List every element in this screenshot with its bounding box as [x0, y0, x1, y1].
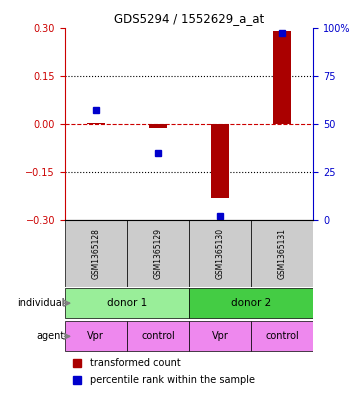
Text: percentile rank within the sample: percentile rank within the sample: [90, 375, 255, 385]
Bar: [65, 321, 127, 351]
Bar: [189, 220, 251, 286]
Title: GDS5294 / 1552629_a_at: GDS5294 / 1552629_a_at: [114, 12, 264, 25]
Bar: [86, 123, 105, 124]
Text: GSM1365131: GSM1365131: [278, 228, 287, 279]
Text: Vpr: Vpr: [212, 331, 229, 342]
Bar: [211, 124, 229, 198]
Bar: [189, 321, 251, 351]
Text: GSM1365128: GSM1365128: [91, 228, 100, 279]
Text: transformed count: transformed count: [90, 358, 180, 368]
Text: agent: agent: [37, 331, 65, 342]
Text: control: control: [265, 331, 299, 342]
Bar: [65, 220, 127, 286]
Text: donor 2: donor 2: [231, 298, 271, 308]
Text: Vpr: Vpr: [87, 331, 104, 342]
Bar: [127, 220, 189, 286]
Bar: [189, 288, 313, 318]
Text: GSM1365129: GSM1365129: [153, 228, 162, 279]
Bar: [127, 321, 189, 351]
Bar: [251, 321, 313, 351]
Bar: [149, 124, 167, 128]
Text: donor 1: donor 1: [107, 298, 147, 308]
Text: individual: individual: [17, 298, 65, 308]
Bar: [65, 288, 189, 318]
Text: GSM1365130: GSM1365130: [216, 228, 225, 279]
Text: control: control: [141, 331, 175, 342]
Bar: [251, 220, 313, 286]
Bar: [273, 31, 292, 124]
